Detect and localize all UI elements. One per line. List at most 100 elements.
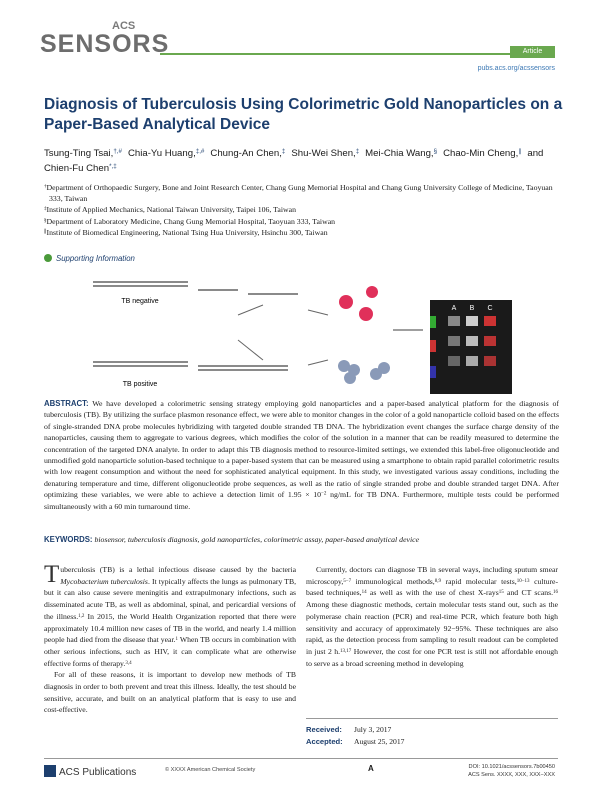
wells	[448, 316, 496, 366]
text-run: rapid molecular tests,	[440, 576, 517, 586]
marker	[430, 316, 436, 328]
paragraph: For all of these reasons, it is importan…	[44, 669, 296, 716]
publisher: ACS Publications	[44, 765, 136, 778]
text-run: In 2015, the World Health Organization r…	[44, 611, 296, 645]
left-column: Tuberculosis (TB) is a lethal infectious…	[44, 561, 296, 716]
column-labels: A B C	[452, 305, 493, 312]
affiliation-mark: †	[44, 183, 47, 190]
text-run: Tuberculosis (TB) is a lethal infectious…	[44, 561, 296, 588]
author-name: Shu-Wei Shen,	[291, 148, 356, 159]
author-name: Chao-Min Cheng,	[443, 148, 519, 159]
abstract-label: ABSTRACT:	[44, 399, 89, 408]
si-link[interactable]: Supporting Information	[56, 254, 135, 263]
text-run: However, the cost for one PCR test is st…	[306, 646, 558, 668]
abstract: ABSTRACT: We have developed a colorimetr…	[44, 398, 559, 512]
affiliation-text: Institute of Biomedical Engineering, Nat…	[46, 227, 328, 237]
author: Shu-Wei Shen,‡	[291, 148, 359, 159]
affiliation-text: Institute of Applied Mechanics, National…	[46, 205, 296, 215]
text-run: and CT scans.	[503, 588, 553, 598]
dna-strands	[93, 281, 298, 371]
column-label: A	[452, 305, 457, 312]
text-run: When TB occurs in combination with other…	[44, 635, 296, 668]
journal-name: SENSORS	[40, 30, 170, 58]
affiliation-mark: §	[44, 217, 47, 224]
publisher-name: ACS Publications	[59, 767, 137, 778]
marker	[430, 366, 436, 378]
affiliation-text: Department of Laboratory Medicine, Chang…	[46, 216, 336, 226]
marker	[430, 340, 436, 352]
toc-graphic: TB negative TB positive A B C	[88, 270, 520, 398]
author: Chung-An Chen,‡	[210, 148, 285, 159]
article-title: Diagnosis of Tuberculosis Using Colorime…	[44, 96, 563, 133]
citation: 1	[175, 636, 179, 642]
journal-url[interactable]: pubs.acs.org/acssensors	[477, 65, 555, 72]
arrows	[237, 304, 264, 361]
column-label: C	[487, 305, 492, 312]
italic-run: Mycobacterium tuberculosis	[60, 576, 148, 586]
paragraph: Currently, doctors can diagnose TB in se…	[306, 564, 558, 669]
affiliation: ∥Institute of Biomedical Engineering, Na…	[44, 227, 564, 238]
supporting-info[interactable]: Supporting Information	[44, 254, 135, 263]
text-run: immunological methods,	[351, 576, 435, 586]
text-run: ng/mL for TB DNA. Furthermore, multiple …	[44, 490, 560, 511]
journal-prefix: ACS	[112, 20, 136, 32]
si-icon	[44, 254, 52, 262]
citation: 15	[498, 590, 504, 596]
citation: 3,4	[125, 660, 132, 666]
author-mark: ‡,#	[195, 148, 205, 156]
date-row: Accepted: August 25, 2017	[306, 736, 558, 748]
aggregated-nanoparticles	[338, 360, 390, 384]
article-type: Article	[510, 46, 555, 58]
text-run: We have developed a colorimetric sensing…	[44, 399, 559, 500]
arrows	[307, 309, 329, 366]
paper-device	[430, 300, 512, 394]
author-mark: ∥	[518, 148, 522, 156]
label-negative: TB negative	[121, 298, 158, 305]
citation: 10−13	[516, 578, 530, 584]
abstract-text: We have developed a colorimetric sensing…	[44, 399, 559, 511]
author-mark: †,#	[113, 148, 122, 156]
footer-info: DOI: 10.1021/acssensors.7b00450 ACS Sens…	[468, 763, 555, 779]
affiliation: †Department of Orthopaedic Surgery, Bone…	[44, 182, 564, 204]
affiliation: §Department of Laboratory Medicine, Chan…	[44, 216, 564, 227]
keywords-label: KEYWORDS:	[44, 535, 93, 544]
author: Chia-Yu Huang,‡,#	[128, 148, 204, 159]
citation: 13,17	[340, 648, 352, 654]
date-label: Received:	[306, 725, 342, 734]
author-mark: ‡	[281, 148, 286, 156]
date-value: August 25, 2017	[354, 737, 405, 746]
text-run: . It typically affects the lungs as pulm…	[44, 576, 296, 621]
footer-rule	[44, 758, 558, 759]
author-name: Tsung-Ting Tsai,	[44, 148, 114, 159]
author-mark: ‡	[355, 148, 360, 156]
citation: −2	[321, 490, 327, 497]
authors: Tsung-Ting Tsai,†,# Chia-Yu Huang,‡,# Chun…	[44, 146, 564, 176]
column-label: B	[470, 305, 475, 312]
date-label: Accepted:	[306, 737, 343, 746]
author-mark: §	[433, 148, 438, 156]
affiliation-text: Department of Orthopaedic Surgery, Bone …	[46, 183, 553, 204]
text-run: Among these diagnostic methods, certain …	[306, 600, 558, 656]
date-row: Received: July 3, 2017	[306, 724, 558, 736]
doi[interactable]: DOI: 10.1021/acssensors.7b00450	[468, 764, 555, 770]
citation: 14	[361, 590, 367, 596]
copyright: © XXXX American Chemical Society	[165, 767, 256, 773]
author: Chao-Min Cheng,∥	[443, 148, 521, 159]
author: Tsung-Ting Tsai,†,#	[44, 148, 122, 159]
citation: 16	[553, 590, 558, 596]
citation: 8,9	[434, 578, 441, 584]
affiliation-mark: ∥	[44, 228, 47, 235]
dates: Received: July 3, 2017 Accepted: August 25,…	[306, 718, 558, 748]
header-rule	[160, 53, 555, 55]
author-name: Mei-Chia Wang,	[365, 148, 434, 159]
author: and Chien-Fu Chen*,‡	[44, 148, 543, 174]
author-name: Chung-An Chen,	[210, 148, 282, 159]
label-positive: TB positive	[123, 381, 158, 388]
author-mark: *,‡	[109, 163, 117, 171]
publisher-icon	[44, 765, 56, 777]
author-name: and Chien-Fu Chen	[44, 148, 544, 174]
affiliations: †Department of Orthopaedic Surgery, Bone…	[44, 182, 564, 238]
text-run: as well as with the use of chest X-rays	[366, 588, 499, 598]
affiliation: ‡Institute of Applied Mechanics, Nationa…	[44, 204, 564, 215]
